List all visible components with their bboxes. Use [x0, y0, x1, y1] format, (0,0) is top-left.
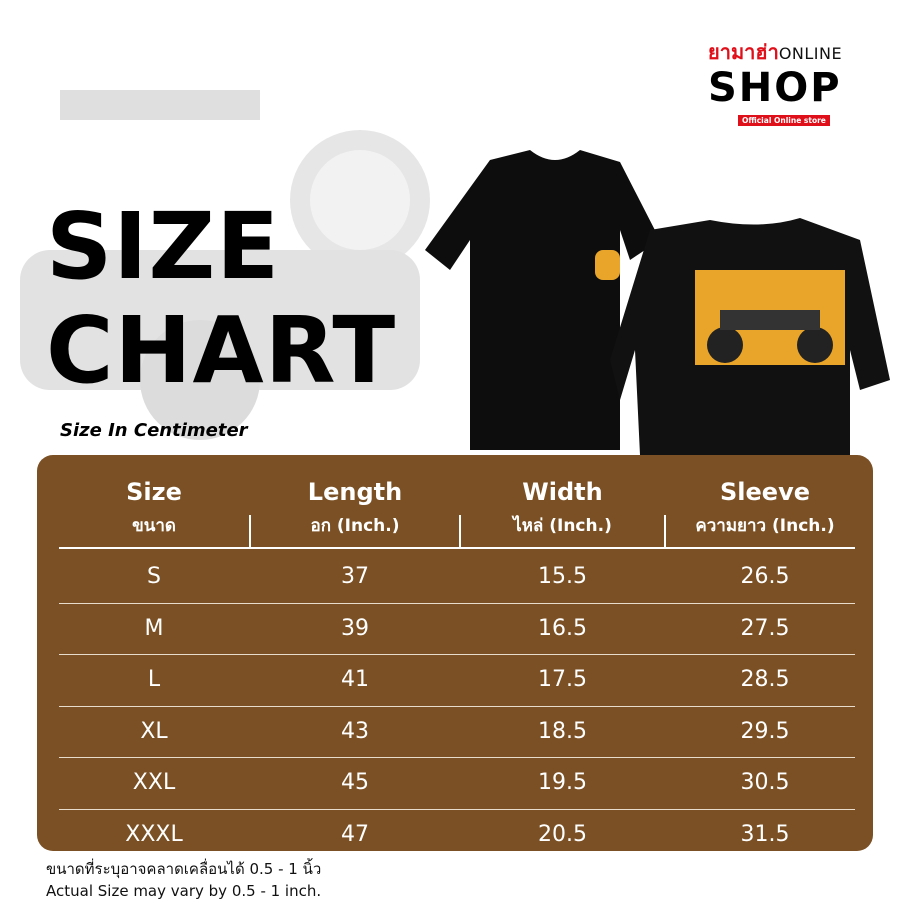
column-divider	[249, 515, 251, 547]
shop-logo: ยามาฮ่าONLINE SHOP Official Online store	[708, 36, 858, 127]
tshirt-product-image	[425, 150, 890, 455]
motorcycle-background-image	[20, 90, 430, 440]
table-cell: 16.5	[538, 615, 587, 641]
header-en: Sleeve	[720, 478, 810, 506]
table-cell: 31.5	[740, 821, 790, 847]
header-width: Width ไหล่ (Inch.)	[460, 477, 665, 541]
table-cell: 30.5	[740, 770, 790, 795]
page-title: SIZE CHART	[46, 195, 396, 403]
note-thai: ขนาดที่ระบุอาจคลาดเคลื่อนได้ 0.5 - 1 นิ้…	[46, 860, 322, 878]
header-en: Size	[126, 478, 182, 506]
column-divider	[459, 515, 461, 547]
table-cell: XXL	[132, 770, 176, 795]
row-divider	[59, 602, 855, 604]
header-en: Length	[307, 478, 403, 506]
table-cell: 45	[341, 770, 369, 795]
title-line-1: SIZE	[46, 193, 281, 300]
header-sleeve: Sleeve ความยาว (Inch.)	[665, 477, 865, 541]
header-en: Width	[522, 478, 603, 506]
table-cell: S	[147, 564, 161, 589]
table-cell: 20.5	[538, 821, 587, 847]
note-english: Actual Size may vary by 0.5 - 1 inch.	[46, 882, 322, 900]
table-cell: 15.5	[538, 564, 587, 589]
logo-online-text: ONLINE	[778, 44, 843, 63]
subtitle: Size In Centimeter	[60, 420, 248, 441]
table-cell: 26.5	[740, 564, 790, 589]
size-table: Size ขนาด Length อก (Inch.) Width ไหล่ (Inc…	[37, 455, 873, 851]
tshirt-front	[425, 150, 660, 450]
table-cell: 43	[341, 718, 369, 744]
table-cell: XL	[140, 718, 168, 744]
header-th: ขนาด	[132, 516, 176, 536]
logo-thai-text: ยามาฮ่า	[708, 40, 779, 64]
row-divider	[59, 705, 855, 707]
table-cell: 18.5	[538, 718, 587, 744]
table-cell: 47	[341, 821, 369, 847]
header-th: อก (Inch.)	[310, 516, 400, 536]
table-cell: 39	[341, 615, 369, 641]
row-divider	[59, 757, 855, 758]
table-cell: 19.5	[538, 770, 587, 795]
header-th: ไหล่ (Inch.)	[513, 516, 612, 536]
table-cell: XXXL	[125, 821, 183, 847]
header-length: Length อก (Inch.)	[250, 477, 460, 541]
table-cell: M	[144, 615, 164, 641]
logo-tagline: Official Online store	[738, 115, 830, 126]
table-cell: 28.5	[740, 667, 790, 692]
header-divider	[59, 547, 855, 549]
table-cell: 27.5	[740, 615, 790, 641]
header-size: Size ขนาด	[59, 477, 249, 541]
logo-shop-text: SHOP	[708, 65, 842, 111]
row-divider	[59, 654, 855, 655]
title-line-2: CHART	[46, 297, 397, 404]
row-divider	[59, 808, 855, 810]
table-cell: L	[147, 667, 161, 692]
column-divider	[664, 515, 666, 547]
table-cell: 17.5	[538, 667, 587, 692]
header-th: ความยาว (Inch.)	[695, 516, 835, 536]
table-cell: 29.5	[740, 718, 790, 744]
table-cell: 41	[341, 667, 369, 692]
table-cell: 37	[341, 564, 369, 589]
